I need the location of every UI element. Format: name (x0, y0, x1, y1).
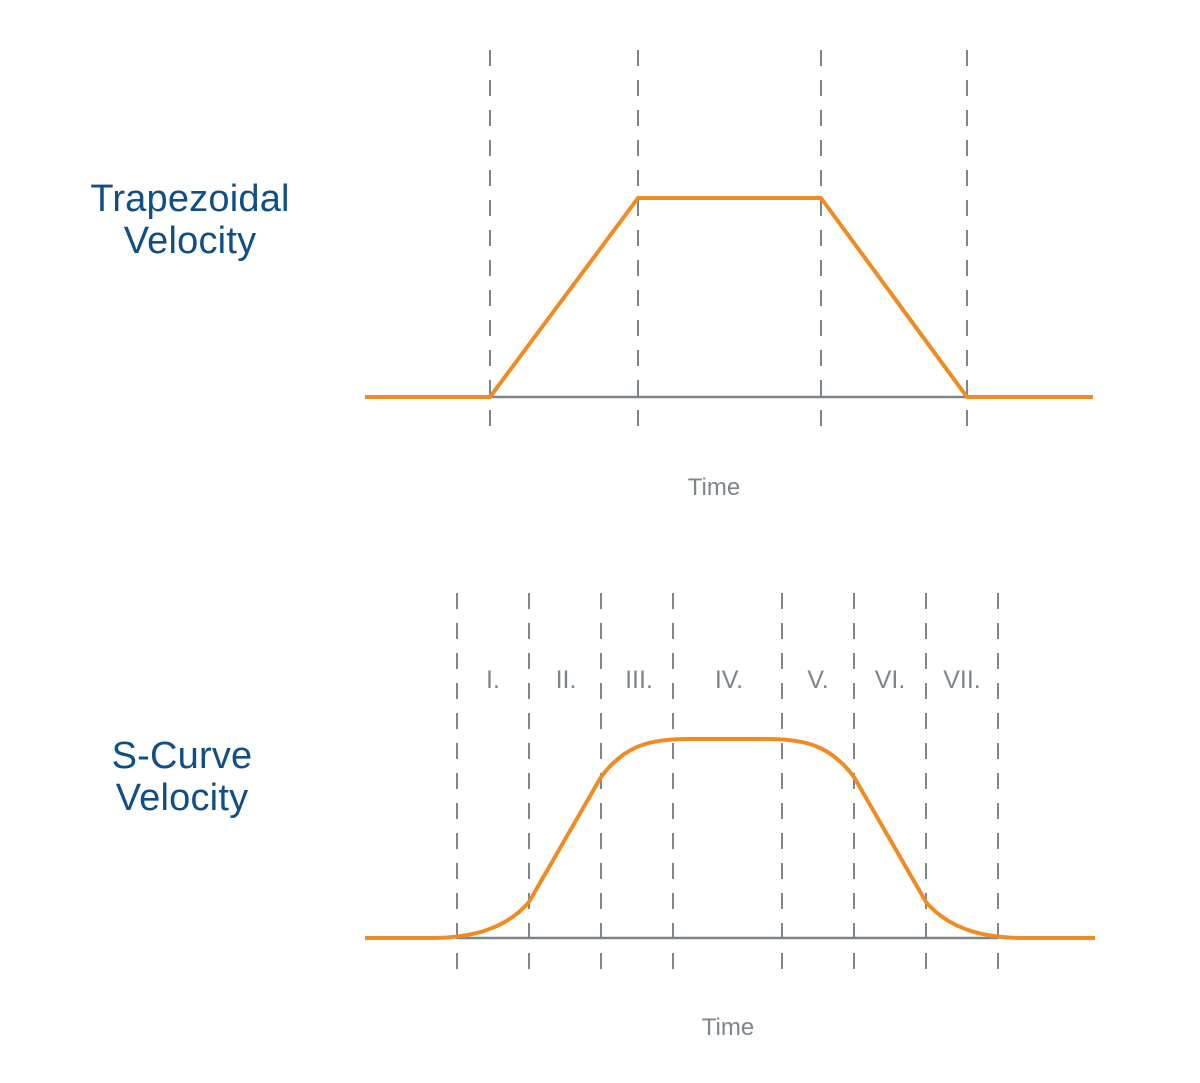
phase-label-1: I. (486, 666, 500, 694)
scurve-velocity-curve (365, 737, 1095, 940)
trapezoidal-title-line2: Velocity (123, 220, 257, 262)
scurve-phase-guides (456, 593, 999, 978)
trapezoidal-phase-guides (489, 50, 968, 440)
scurve-x-axis-label: Time (701, 1014, 755, 1041)
trapezoidal-velocity-curve (365, 196, 1093, 399)
trapezoidal-title: Trapezoidal Velocity (60, 178, 320, 262)
trapezoidal-x-axis-label: Time (687, 474, 741, 501)
phase-label-3: III. (625, 666, 653, 694)
phase-label-6: VI. (874, 666, 906, 694)
trapezoidal-chart (365, 50, 1093, 440)
scurve-title: S-Curve Velocity (52, 735, 312, 819)
trapezoidal-title-line1: Trapezoidal (90, 178, 290, 220)
phase-label-2: II. (555, 666, 577, 694)
phase-label-7: VII. (943, 666, 981, 694)
scurve-title-line2: Velocity (115, 777, 249, 819)
scurve-chart (365, 593, 1095, 978)
phase-label-4: IV. (714, 666, 744, 694)
scurve-title-line1: S-Curve (111, 735, 253, 777)
phase-label-5: V. (807, 666, 829, 694)
